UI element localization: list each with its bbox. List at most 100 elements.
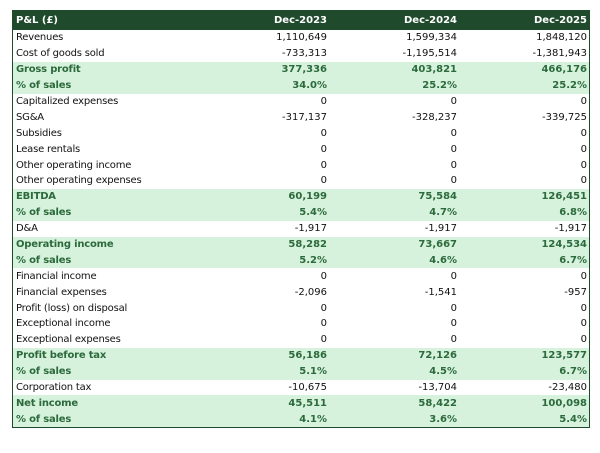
cell-value: 0 <box>320 302 327 314</box>
cell-value: -1,917 <box>554 223 587 235</box>
cell-value: 403,821 <box>411 64 457 76</box>
table-row: Cost of goods sold -733,313 -1,195,514 -1,3… <box>13 46 589 62</box>
cell-value: -317,137 <box>282 111 327 123</box>
table-row: SG&A -317,137 -328,237 -339,725 <box>13 109 589 125</box>
cell-value: -10,675 <box>288 382 327 394</box>
cell-value: -957 <box>564 286 587 298</box>
table-row: Lease rentals 0 0 0 <box>13 141 589 157</box>
table-row-summary: Net income 45,511 58,422 100,098 <box>13 395 589 412</box>
table-row-summary: % of sales 5.4% 4.7% 6.8% <box>13 204 589 221</box>
row-label: Profit before tax <box>16 350 107 362</box>
cell-value: -339,725 <box>542 111 587 123</box>
cell-value: 4.1% <box>299 413 327 425</box>
cell-value: 25.2% <box>552 80 587 92</box>
cell-value: 0 <box>580 270 587 282</box>
row-label: Gross profit <box>16 64 81 76</box>
cell-value: 6.7% <box>559 366 587 378</box>
table-row: Exceptional expenses 0 0 0 <box>13 332 589 348</box>
table-row-summary: % of sales 5.1% 4.5% 6.7% <box>13 363 589 380</box>
row-label: Exceptional income <box>16 318 111 330</box>
table-row-summary: % of sales 34.0% 25.2% 25.2% <box>13 77 589 94</box>
table-row: Financial income 0 0 0 <box>13 268 589 284</box>
cell-value: 0 <box>320 318 327 330</box>
cell-value: 126,451 <box>541 191 587 203</box>
cell-value: -1,917 <box>294 223 327 235</box>
row-label: Subsidies <box>16 127 62 139</box>
cell-value: 1,848,120 <box>536 32 587 44</box>
cell-value: -1,541 <box>424 286 457 298</box>
row-label: SG&A <box>16 111 44 123</box>
cell-value: 0 <box>450 96 457 107</box>
cell-value: 0 <box>450 318 457 330</box>
cell-value: 0 <box>320 96 327 107</box>
cell-value: 0 <box>580 334 587 346</box>
cell-value: 5.1% <box>299 366 327 378</box>
cell-value: 0 <box>580 302 587 314</box>
cell-value: 0 <box>450 302 457 314</box>
table-row-summary: % of sales 5.2% 4.6% 6.7% <box>13 252 589 269</box>
cell-value: 0 <box>580 318 587 330</box>
cell-value: 1,599,334 <box>406 32 457 44</box>
row-label: D&A <box>16 223 38 235</box>
cell-value: 72,126 <box>418 350 457 362</box>
row-label: % of sales <box>16 254 72 266</box>
table-row-summary: Profit before tax 56,186 72,126 123,577 <box>13 347 589 364</box>
cell-value: 0 <box>450 159 457 171</box>
cell-value: 124,534 <box>541 239 587 251</box>
cell-value: 0 <box>320 270 327 282</box>
cell-value: 0 <box>320 159 327 171</box>
cell-value: 6.8% <box>559 207 587 219</box>
column-header: Dec-2025 <box>534 15 587 26</box>
table-header: P&L (£) Dec-2023 Dec-2024 Dec-2025 <box>13 11 589 30</box>
cell-value: -13,704 <box>418 382 457 394</box>
row-label: Lease rentals <box>16 143 81 155</box>
row-label: Net income <box>16 397 78 409</box>
cell-value: 100,098 <box>541 397 587 409</box>
table-row-summary: EBITDA 60,199 75,584 126,451 <box>13 188 589 205</box>
row-label: Financial income <box>16 270 97 282</box>
row-label: % of sales <box>16 207 72 219</box>
row-label: Profit (loss) on disposal <box>16 302 128 314</box>
cell-value: 0 <box>580 127 587 139</box>
cell-value: 4.7% <box>429 207 457 219</box>
cell-value: 5.4% <box>299 207 327 219</box>
table-row-summary: Operating income 58,282 73,667 124,534 <box>13 236 589 253</box>
cell-value: 34.0% <box>292 80 327 92</box>
row-label: % of sales <box>16 413 72 425</box>
cell-value: 0 <box>320 334 327 346</box>
table-row: Capitalized expenses 0 0 0 <box>13 94 589 110</box>
cell-value: 0 <box>580 175 587 187</box>
cell-value: 5.4% <box>559 413 587 425</box>
pl-table: P&L (£) Dec-2023 Dec-2024 Dec-2025 Reven… <box>12 10 590 429</box>
table-row: Other operating expenses 0 0 0 <box>13 173 589 189</box>
row-label: Other operating expenses <box>16 175 142 187</box>
cell-value: 25.2% <box>422 80 457 92</box>
cell-value: -1,917 <box>424 223 457 235</box>
cell-value: 0 <box>580 96 587 107</box>
row-label: Operating income <box>16 239 114 251</box>
cell-value: -1,381,943 <box>532 48 587 60</box>
table-row: Other operating income 0 0 0 <box>13 157 589 173</box>
cell-value: 58,282 <box>288 239 327 251</box>
cell-value: 5.2% <box>299 254 327 266</box>
cell-value: 0 <box>450 143 457 155</box>
row-label: EBITDA <box>16 191 56 203</box>
cell-value: 0 <box>580 159 587 171</box>
table-row-summary: % of sales 4.1% 3.6% 5.4% <box>13 411 589 428</box>
cell-value: 0 <box>450 334 457 346</box>
cell-value: 0 <box>450 175 457 187</box>
row-label: % of sales <box>16 366 72 378</box>
cell-value: 123,577 <box>541 350 587 362</box>
cell-value: -2,096 <box>294 286 327 298</box>
row-label: Exceptional expenses <box>16 334 121 346</box>
cell-value: 0 <box>320 127 327 139</box>
table-body: Revenues 1,110,649 1,599,334 1,848,120 Cost … <box>13 30 589 428</box>
column-header: Dec-2024 <box>404 15 457 26</box>
row-label: Capitalized expenses <box>16 96 119 107</box>
cell-value: 1,110,649 <box>276 32 327 44</box>
cell-value: 377,336 <box>281 64 327 76</box>
cell-value: 3.6% <box>429 413 457 425</box>
table-row: Profit (loss) on disposal 0 0 0 <box>13 300 589 316</box>
cell-value: 6.7% <box>559 254 587 266</box>
row-label: % of sales <box>16 80 72 92</box>
